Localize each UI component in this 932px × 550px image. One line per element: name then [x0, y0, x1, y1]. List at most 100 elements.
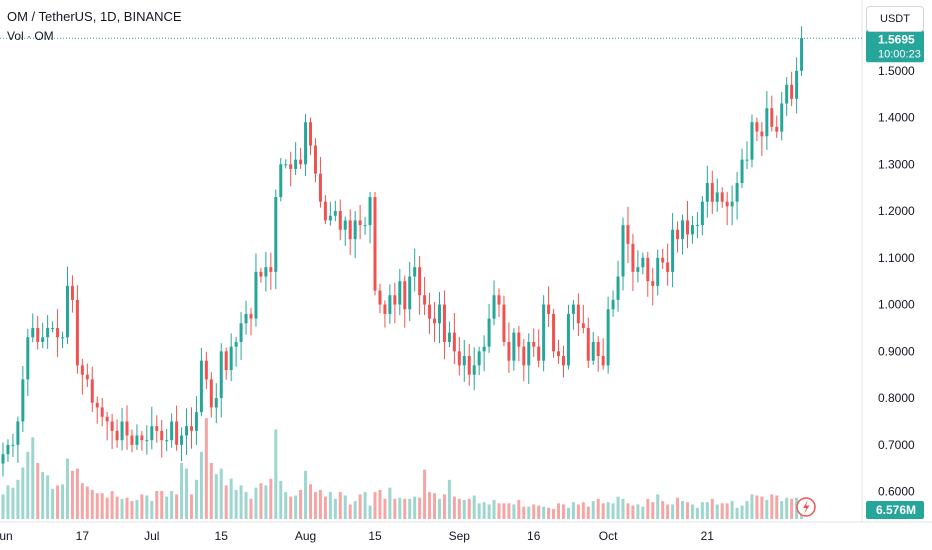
- candle-body: [621, 225, 625, 277]
- volume-bar: [26, 451, 30, 519]
- candle-body: [51, 327, 55, 329]
- candle-body: [676, 229, 680, 240]
- volume-bar: [378, 489, 382, 519]
- volume-bar: [715, 504, 719, 519]
- candle-body: [433, 318, 437, 324]
- candle-body: [740, 159, 744, 184]
- volume-bar: [224, 485, 228, 519]
- candle-body: [467, 356, 471, 375]
- candle-body: [80, 365, 84, 375]
- volume-bar: [497, 503, 501, 519]
- symbol-title: OM / TetherUS, 1D, BINANCE: [7, 9, 182, 24]
- candle-body: [785, 84, 789, 104]
- volume-bar: [710, 498, 714, 519]
- volume-bar: [591, 501, 595, 519]
- volume-bar: [95, 493, 99, 519]
- volume-bar: [155, 491, 159, 519]
- candle-body: [160, 430, 164, 441]
- volume-bar: [447, 479, 451, 519]
- candle-body: [338, 211, 342, 230]
- volume-bar: [472, 495, 476, 519]
- candle-body: [780, 103, 784, 132]
- lightning-icon[interactable]: [796, 497, 816, 517]
- price-axis[interactable]: 0.6000 0.7000 0.8000 0.9000 1.0000 1.1000 1.20…: [878, 17, 915, 499]
- volume-bar: [368, 505, 372, 519]
- candle-body: [264, 267, 268, 277]
- volume-bar: [70, 470, 74, 519]
- candle-body: [6, 444, 10, 455]
- candle-body: [552, 313, 556, 352]
- volume-bar: [725, 503, 729, 519]
- volume-bar: [442, 494, 446, 519]
- candle-body: [61, 337, 65, 339]
- candle-body: [199, 360, 203, 413]
- candle-body: [557, 351, 561, 357]
- volume-bar: [140, 494, 144, 519]
- volume-bar: [269, 478, 273, 519]
- candle-body: [36, 327, 40, 342]
- candle-body: [398, 281, 402, 305]
- time-tick-label: 21: [701, 529, 715, 543]
- candle-body: [363, 225, 367, 227]
- candle-body: [710, 183, 714, 202]
- volume-bar: [328, 492, 332, 519]
- volume-bar: [685, 502, 689, 519]
- volume-badge: [866, 501, 924, 519]
- volume-bar: [1, 494, 5, 519]
- price-tick-label: 0.9000: [878, 344, 915, 358]
- time-tick-label: Jun: [0, 529, 13, 543]
- volume-bar: [373, 492, 377, 519]
- volume-bar: [333, 498, 337, 519]
- candle-body: [477, 351, 481, 366]
- candle-body: [601, 356, 605, 366]
- candle-body: [180, 435, 184, 445]
- volume-bar: [790, 498, 794, 519]
- candle-body: [745, 159, 749, 161]
- volume-bar: [318, 489, 322, 519]
- candle-body: [437, 304, 441, 324]
- candle-body: [616, 276, 620, 300]
- candle-body: [318, 173, 322, 202]
- volume-bar: [383, 498, 387, 519]
- candle-body: [517, 332, 521, 347]
- time-tick-label: Jul: [144, 529, 159, 543]
- volume-bar: [542, 506, 546, 519]
- currency-button[interactable]: USDT: [866, 6, 924, 32]
- candle-body: [229, 346, 233, 371]
- candle-body: [259, 271, 263, 277]
- candle-body: [606, 309, 610, 366]
- volume-bar: [517, 499, 521, 519]
- volume-bar: [527, 506, 531, 519]
- candle-body: [105, 416, 109, 422]
- volume-bar: [284, 492, 288, 519]
- volume-bar: [115, 496, 119, 519]
- volume-bar: [46, 475, 50, 519]
- volume-bar: [462, 499, 466, 519]
- candle-body: [239, 323, 243, 342]
- candle-body: [681, 220, 685, 240]
- candle-body: [343, 220, 347, 230]
- volume-bar: [338, 492, 342, 519]
- candle-body: [457, 351, 461, 366]
- volume-bar: [185, 468, 189, 519]
- volume-bar: [467, 498, 471, 519]
- time-axis[interactable]: Jun 17 Jul 15 Aug 15 Sep 16 Oct 21: [0, 529, 714, 543]
- volume-bar: [145, 495, 149, 519]
- candle-body: [581, 323, 585, 328]
- candle-body: [452, 332, 456, 352]
- volume-bar: [433, 493, 437, 519]
- volume-bar: [740, 505, 744, 519]
- candle-body: [586, 327, 590, 361]
- volume-bar: [398, 497, 402, 519]
- volume-bar: [90, 489, 94, 519]
- volume-bar: [75, 468, 79, 519]
- candle-body: [700, 201, 704, 226]
- price-tick-label: 1.5000: [878, 64, 915, 78]
- volume-bar: [403, 498, 407, 519]
- candle-body: [626, 225, 630, 244]
- volume-bar: [65, 458, 69, 519]
- time-tick-label: 17: [76, 529, 90, 543]
- volume-bar: [160, 491, 164, 519]
- volume-bar: [105, 497, 109, 519]
